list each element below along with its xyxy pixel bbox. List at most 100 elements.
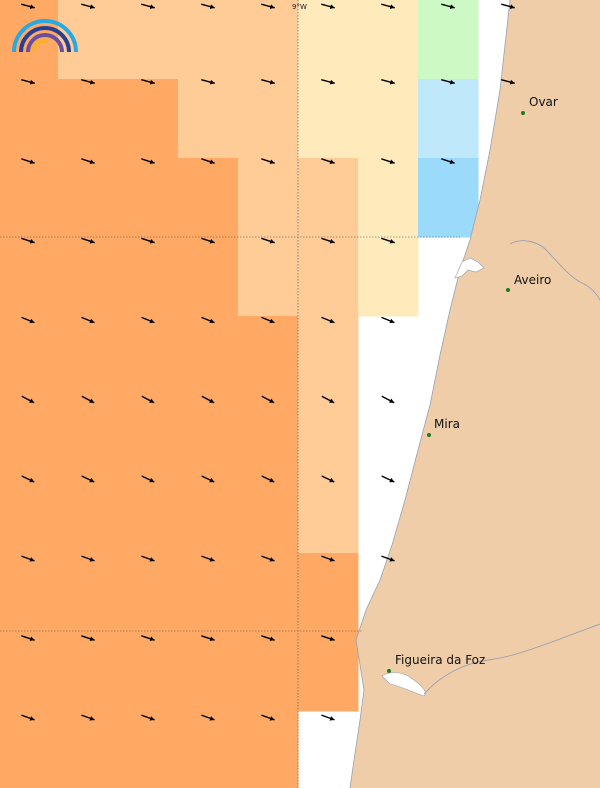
wind-arrow: [201, 714, 215, 721]
wind-arrow: [141, 3, 155, 9]
grid-cell: [118, 632, 179, 712]
wind-arrow-head: [509, 79, 515, 85]
wind-arrow: [81, 714, 95, 721]
grid-cell: [58, 553, 119, 633]
wind-arrow: [81, 555, 95, 562]
wind-arrow-head: [29, 477, 35, 483]
city-mira[interactable]: Mira: [427, 417, 460, 437]
wind-arrow: [141, 555, 155, 562]
wind-arrow: [21, 3, 35, 9]
wind-arrow: [501, 3, 515, 9]
grid-cell: [118, 474, 179, 554]
wind-arrow: [321, 3, 335, 9]
wind-arrow: [21, 395, 35, 404]
wind-arrow: [381, 555, 395, 562]
wind-arrow-head: [89, 79, 95, 85]
wind-arrow: [321, 237, 335, 244]
wind-arrow-head: [89, 477, 95, 483]
wind-arrow: [201, 158, 215, 165]
grid-cell: [178, 632, 239, 712]
logo: [12, 19, 78, 53]
city-ovar[interactable]: Ovar: [521, 95, 558, 115]
grid-cell: [238, 553, 299, 633]
grid-cell: [298, 158, 359, 238]
grid-cell: [358, 79, 419, 159]
wind-arrow-head: [269, 238, 275, 244]
wind-arrow-head: [29, 238, 35, 244]
wind-arrow-head: [209, 636, 215, 642]
wind-arrow: [21, 635, 35, 642]
wind-arrow: [21, 237, 35, 244]
wind-arrow-head: [89, 636, 95, 642]
wind-arrow: [81, 3, 95, 9]
wind-arrow-head: [329, 398, 335, 403]
grid-cell: [178, 474, 239, 554]
wind-arrow-head: [449, 79, 455, 85]
wind-arrow-head: [449, 4, 455, 9]
wind-arrow-head: [29, 398, 35, 403]
wind-arrow-head: [149, 238, 155, 244]
wind-arrow: [321, 475, 335, 483]
grid-cell: [178, 553, 239, 633]
grid-cell: [298, 474, 359, 554]
wind-arrow: [261, 3, 275, 9]
wind-arrow: [321, 316, 335, 324]
wind-arrow-head: [89, 557, 95, 562]
logo-arc-sun: [31, 38, 49, 53]
wind-arrow-head: [509, 4, 515, 9]
wind-arrow-head: [269, 318, 275, 324]
wind-arrow: [381, 316, 395, 324]
wind-arrow: [321, 635, 335, 642]
wind-arrow-head: [149, 4, 155, 9]
grid-cell: [118, 79, 179, 159]
wind-arrow: [261, 555, 275, 562]
wind-arrow-head: [389, 557, 395, 562]
wind-arrow: [321, 555, 335, 562]
wind-arrow-head: [329, 318, 335, 324]
wind-arrow-head: [209, 557, 215, 562]
grid-cell: [178, 316, 239, 396]
city-aveiro[interactable]: Aveiro: [506, 273, 551, 292]
land-mass: [350, 0, 600, 788]
wind-arrow-head: [149, 636, 155, 642]
wind-arrow: [81, 237, 95, 244]
grid-cell: [238, 237, 299, 317]
wind-arrows-layer: [21, 3, 515, 721]
grid-cell: [58, 158, 119, 238]
wind-arrow-head: [329, 557, 335, 562]
grid-cell: [58, 316, 119, 396]
city-figueira-da-foz[interactable]: Figueira da Foz: [387, 653, 485, 673]
grid-cell: [238, 158, 299, 238]
grid-cell: [238, 0, 299, 80]
grid-cell: [58, 395, 119, 475]
land-layer: [349, 0, 600, 788]
wind-arrow-head: [29, 4, 35, 9]
wind-arrow: [201, 635, 215, 642]
wind-arrow: [261, 237, 275, 244]
wind-arrow-head: [29, 636, 35, 642]
wind-arrow-head: [29, 716, 35, 721]
aveiro-river: [509, 240, 600, 301]
grid-cell: [358, 158, 419, 238]
city-label: Mira: [434, 417, 460, 431]
figueira-river: [423, 623, 600, 695]
wind-arrow: [81, 79, 95, 85]
wind-arrow: [261, 395, 275, 404]
wind-arrow-head: [269, 398, 275, 403]
wind-arrow-head: [209, 477, 215, 483]
grid-cell: [298, 316, 359, 396]
grid-cell: [0, 395, 59, 475]
grid-cell: [58, 711, 119, 788]
grid-cell: [358, 0, 419, 80]
grid-cell: [178, 0, 239, 80]
wind-arrow-head: [149, 79, 155, 85]
grid-cell: [0, 237, 59, 317]
grid-cell: [0, 158, 59, 238]
grid-cell: [178, 711, 239, 788]
grid-cell: [418, 0, 479, 80]
grid-cell: [298, 632, 359, 712]
coastline: [349, 0, 511, 788]
grid-cell: [238, 316, 299, 396]
grid-cell: [178, 395, 239, 475]
